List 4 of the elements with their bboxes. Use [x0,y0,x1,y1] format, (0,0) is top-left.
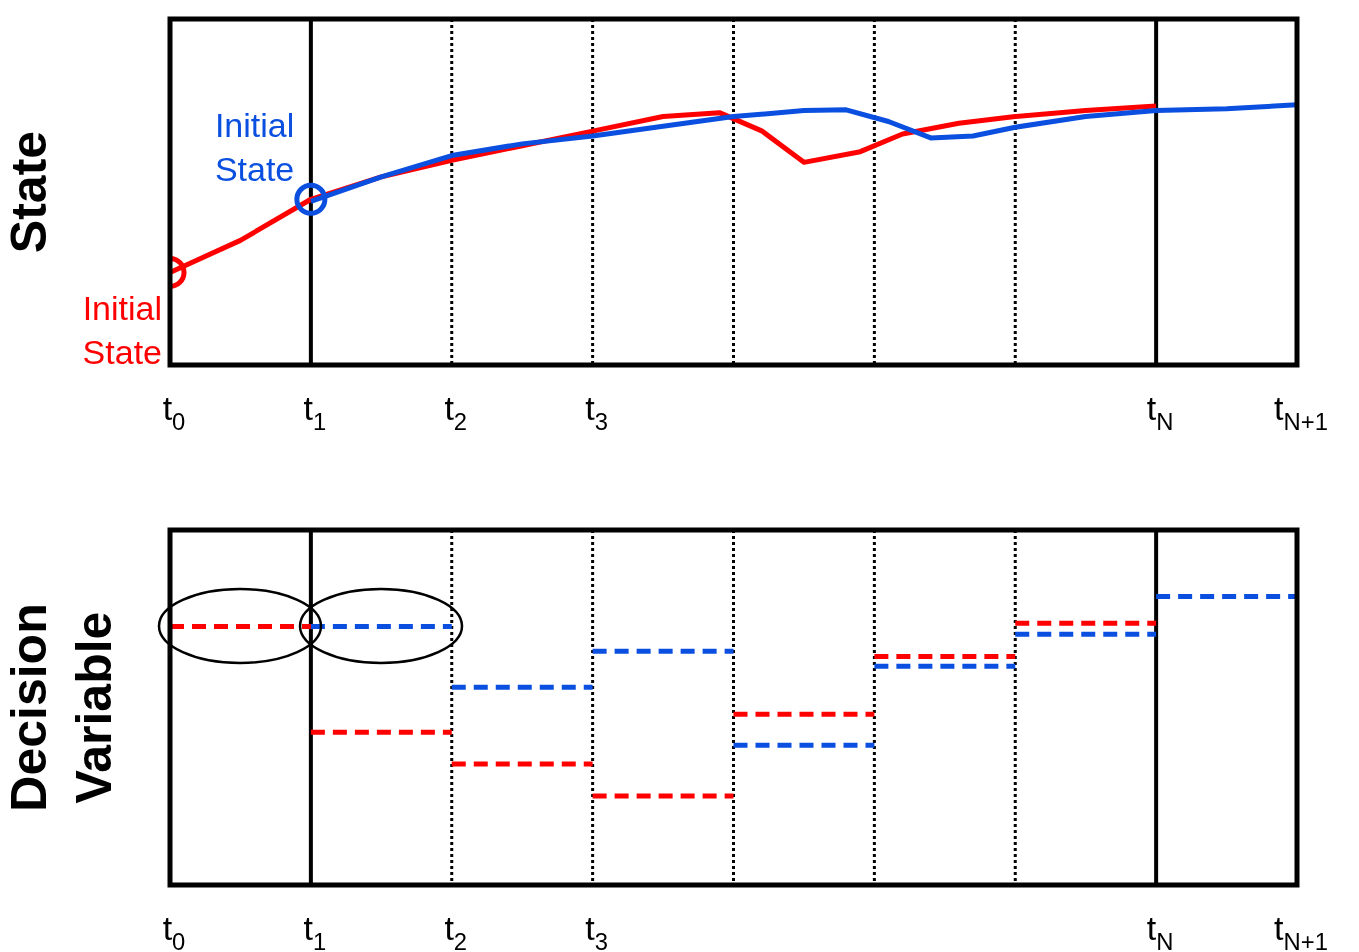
series-label: Initial State [82,289,162,372]
y-axis-title: Decision Variable [1,603,123,812]
y-axis-title: State [1,130,58,254]
series-label: Initial State [214,106,295,189]
